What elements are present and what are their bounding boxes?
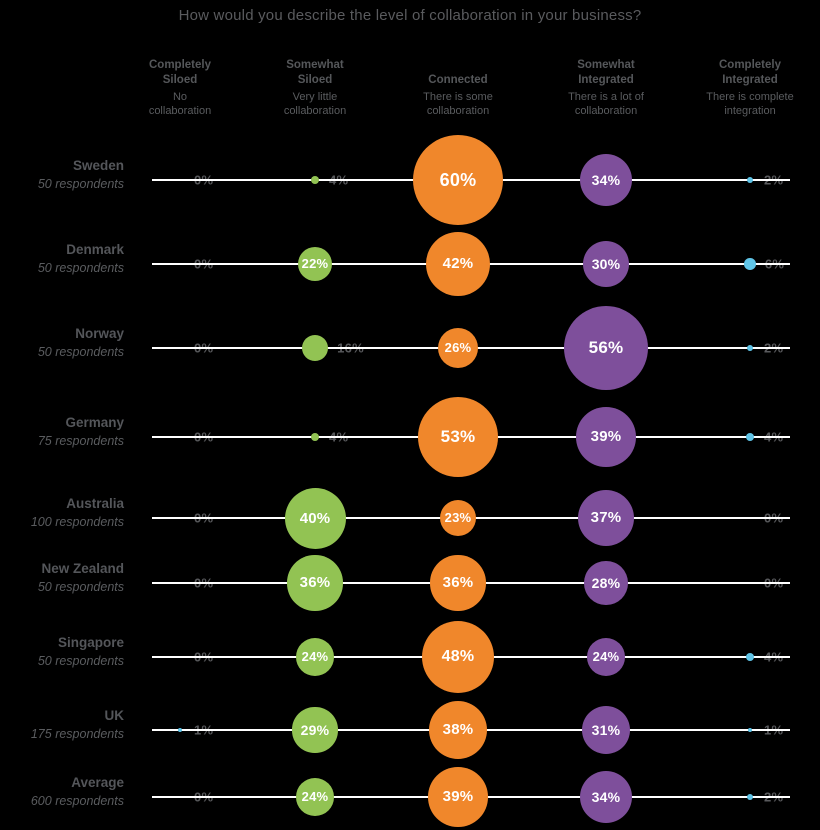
bubble-australia-somewhat-siloed: 40% [284, 487, 346, 549]
country-name: UK [104, 708, 125, 723]
row-label-denmark: Denmark 50 respondents [0, 242, 124, 276]
column-header-label: Completely Integrated [719, 59, 781, 86]
bubble-dot-norway-somewhat-siloed [301, 334, 329, 362]
column-header-connected: Connected There is some collaboration [393, 46, 523, 118]
bubble-uk-somewhat-integrated: 31% [582, 706, 630, 754]
bubble-norway-somewhat-integrated: 56% [563, 305, 649, 391]
respondent-count: 50 respondents [37, 261, 124, 275]
bubble-australia-connected: 23% [439, 499, 477, 537]
row-label-australia: Australia 100 respondents [0, 496, 124, 530]
column-header-somewhat-integrated: Somewhat Integrated There is a lot of col… [541, 46, 671, 118]
country-name: Sweden [72, 158, 124, 173]
bubble-australia-somewhat-integrated: 37% [577, 489, 635, 547]
country-name: Germany [65, 415, 124, 430]
row-label-germany: Germany 75 respondents [0, 415, 124, 449]
bubble-dot-germany-somewhat-siloed [310, 432, 320, 442]
bubble-new-zealand-connected: 36% [430, 555, 486, 611]
row-label-new-zealand: New Zealand 50 respondents [0, 561, 124, 595]
column-header-somewhat-siloed: Somewhat Siloed Very little collaboration [250, 46, 380, 118]
bubble-germany-somewhat-integrated: 39% [576, 407, 636, 467]
respondent-count: 50 respondents [37, 580, 124, 594]
bubble-singapore-somewhat-siloed: 24% [296, 638, 334, 676]
bubble-norway-connected: 26% [437, 327, 479, 369]
row-label-singapore: Singapore 50 respondents [0, 635, 124, 669]
column-header-sublabel: There is a lot of collaboration [568, 91, 644, 117]
column-header-label: Somewhat Integrated [577, 59, 635, 86]
bubble-sweden-somewhat-integrated: 34% [579, 153, 633, 207]
column-header-label: Connected [428, 74, 488, 86]
row-label-norway: Norway 50 respondents [0, 326, 124, 360]
chart-title: How would you describe the level of coll… [178, 7, 642, 24]
country-name: Average [71, 775, 124, 790]
bubble-dot-average-completely-integrated [747, 794, 753, 800]
bubble-dot-singapore-completely-integrated [745, 652, 755, 662]
respondent-count: 75 respondents [37, 434, 124, 448]
bubble-uk-somewhat-siloed: 29% [292, 707, 338, 753]
column-header-sublabel: Very little collaboration [283, 91, 347, 117]
row-label-average: Average 600 respondents [0, 775, 124, 809]
bubble-sweden-connected: 60% [413, 135, 503, 225]
bubble-dot-norway-completely-integrated [747, 345, 753, 351]
bubble-dot-uk-completely-siloed [177, 727, 183, 733]
respondent-count: 50 respondents [37, 345, 124, 359]
bubble-new-zealand-somewhat-siloed: 36% [287, 555, 343, 611]
column-header-label: Completely Siloed [149, 59, 211, 86]
row-label-uk: UK 175 respondents [0, 708, 124, 742]
column-header-completely-siloed: Completely Siloed No collaboration [115, 46, 245, 118]
respondent-count: 50 respondents [37, 654, 124, 668]
bubble-singapore-connected: 48% [421, 620, 495, 694]
column-header-sublabel: There is complete integration [706, 91, 794, 117]
bubble-average-somewhat-siloed: 24% [296, 778, 334, 816]
respondent-count: 600 respondents [30, 794, 124, 808]
bubble-dot-sweden-somewhat-siloed [310, 175, 320, 185]
country-name: New Zealand [41, 561, 124, 576]
country-name: Denmark [66, 242, 124, 257]
country-name: Singapore [57, 635, 124, 650]
bubble-dot-sweden-completely-integrated [747, 177, 753, 183]
bubble-denmark-somewhat-integrated: 30% [582, 240, 630, 288]
bubble-singapore-somewhat-integrated: 24% [587, 638, 625, 676]
column-header-completely-integrated: Completely Integrated There is complete i… [685, 46, 815, 118]
bubble-dot-uk-completely-integrated [747, 727, 753, 733]
bubble-uk-connected: 38% [428, 700, 488, 760]
bubble-average-connected: 39% [428, 767, 488, 827]
country-name: Australia [66, 496, 124, 511]
column-header-sublabel: There is some collaboration [423, 91, 493, 117]
bubble-dot-germany-completely-integrated [745, 432, 755, 442]
respondent-count: 100 respondents [30, 515, 124, 529]
bubble-denmark-somewhat-siloed: 22% [297, 246, 333, 282]
bubble-average-somewhat-integrated: 34% [579, 770, 633, 824]
row-label-sweden: Sweden 50 respondents [0, 158, 124, 192]
respondent-count: 175 respondents [30, 727, 124, 741]
bubble-denmark-connected: 42% [426, 232, 490, 296]
column-header-sublabel: No collaboration [148, 91, 212, 117]
column-header-label: Somewhat Siloed [286, 59, 344, 86]
bubble-germany-connected: 53% [418, 397, 498, 477]
bubble-dot-denmark-completely-integrated [744, 258, 756, 270]
country-name: Norway [75, 326, 124, 341]
respondent-count: 50 respondents [37, 177, 124, 191]
bubble-new-zealand-somewhat-integrated: 28% [584, 561, 628, 605]
